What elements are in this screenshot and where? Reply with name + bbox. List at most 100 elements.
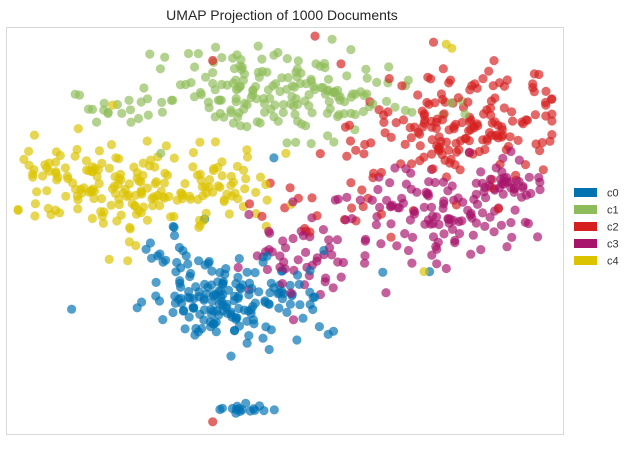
point-c4: [162, 170, 173, 180]
point-c2: [423, 72, 433, 82]
point-c2: [505, 132, 515, 142]
point-c2: [360, 139, 370, 150]
point-c1: [350, 89, 361, 99]
point-c1: [400, 105, 410, 116]
point-c1: [145, 49, 155, 59]
point-c1: [346, 45, 356, 55]
point-c3: [424, 177, 434, 187]
point-c4: [281, 148, 291, 158]
point-c4: [198, 191, 208, 201]
point-c4: [114, 154, 124, 164]
point-c3: [342, 192, 352, 202]
point-c2: [547, 130, 557, 140]
point-c4: [31, 187, 42, 197]
point-c2: [379, 110, 389, 120]
point-c2: [456, 136, 466, 146]
point-c0: [234, 254, 244, 264]
point-c3: [367, 195, 377, 205]
point-c4: [96, 207, 106, 217]
point-c2: [482, 105, 492, 115]
point-c4: [142, 215, 152, 225]
point-c2: [486, 130, 497, 140]
point-c1: [316, 83, 326, 93]
legend-swatch-c1: [574, 205, 597, 214]
point-c3: [288, 197, 298, 207]
point-c1: [278, 107, 288, 118]
legend-swatch-c4: [574, 256, 597, 265]
point-c1: [126, 117, 136, 127]
point-c0: [161, 255, 171, 265]
point-c0: [151, 291, 161, 301]
point-c3: [419, 202, 429, 212]
point-c3: [484, 181, 494, 191]
point-c2: [484, 66, 494, 76]
point-c0: [67, 304, 77, 314]
point-c2: [489, 56, 499, 66]
point-c2: [427, 149, 437, 159]
point-c4: [127, 198, 137, 209]
point-c2: [534, 69, 544, 80]
point-c2: [478, 135, 488, 145]
point-c2: [369, 168, 379, 178]
point-c0: [216, 286, 226, 296]
point-c0: [212, 306, 222, 316]
point-c0: [323, 329, 333, 339]
point-c3: [371, 220, 381, 230]
point-c2: [344, 120, 354, 130]
point-c0: [171, 267, 181, 277]
point-c0: [193, 327, 203, 337]
point-c2: [359, 149, 369, 159]
point-c4: [159, 178, 169, 188]
point-c1: [384, 62, 394, 72]
point-c4: [96, 194, 107, 204]
point-c0: [213, 277, 223, 287]
point-c0: [188, 303, 198, 313]
point-c0: [177, 298, 187, 308]
point-c0: [295, 300, 305, 310]
point-c4: [201, 208, 211, 218]
point-c1: [320, 89, 330, 99]
point-c3: [381, 288, 391, 298]
point-c3: [288, 233, 298, 244]
point-c3: [312, 256, 322, 266]
point-c1: [239, 104, 249, 114]
point-c3: [439, 229, 449, 239]
point-c4: [24, 146, 34, 156]
point-c3: [432, 259, 442, 269]
point-c4: [13, 204, 23, 215]
point-c0: [285, 280, 295, 290]
point-c4: [419, 267, 429, 277]
point-c1: [210, 85, 220, 95]
point-c4: [232, 161, 242, 171]
point-c3: [286, 288, 296, 298]
point-c1: [330, 87, 340, 97]
point-c3: [320, 277, 330, 287]
point-c3: [514, 155, 524, 165]
point-c1: [204, 103, 214, 113]
point-c3: [498, 189, 508, 199]
point-c1: [329, 137, 339, 147]
point-c4: [242, 145, 252, 155]
point-c4: [204, 175, 215, 185]
point-c4: [240, 184, 250, 194]
point-c1: [231, 97, 241, 107]
point-c0: [305, 265, 315, 276]
point-c1: [252, 94, 262, 104]
point-c4: [195, 137, 205, 147]
point-c4: [217, 171, 227, 181]
point-c4: [94, 179, 104, 189]
point-c3: [327, 250, 337, 260]
point-c1: [282, 138, 292, 148]
point-c1: [306, 139, 316, 149]
point-c3: [275, 251, 285, 261]
point-c4: [73, 204, 83, 214]
point-c3: [443, 186, 453, 196]
point-c1: [257, 54, 267, 64]
point-c4: [255, 172, 266, 182]
point-c2: [428, 37, 439, 47]
point-c3: [453, 193, 463, 203]
point-c1: [193, 49, 203, 59]
point-c1: [99, 98, 109, 108]
point-c3: [517, 192, 527, 202]
point-c3: [463, 205, 473, 215]
